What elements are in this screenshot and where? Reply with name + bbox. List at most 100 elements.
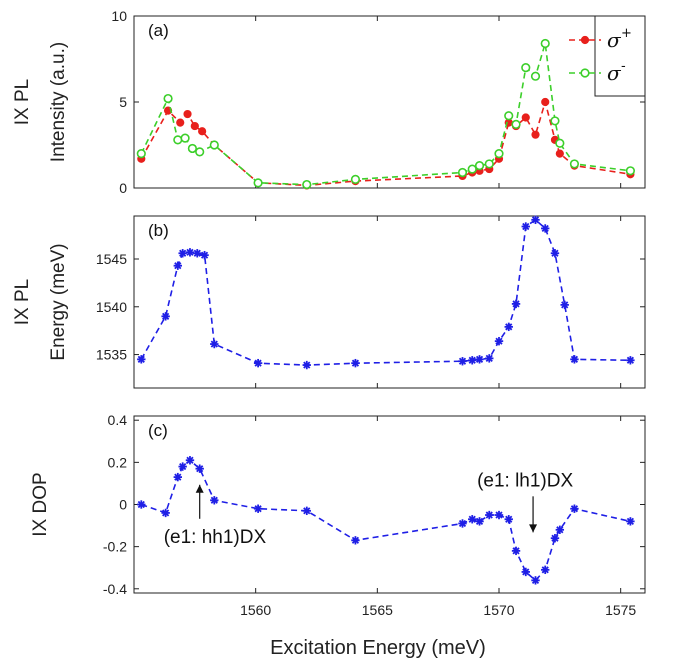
data-point-a-1	[180, 133, 190, 143]
plot-frame-c	[133, 415, 646, 594]
data-point-a-0	[183, 109, 192, 119]
data-point-b-0	[511, 299, 521, 309]
data-point-b-0	[570, 355, 579, 364]
data-point-a-0	[176, 118, 185, 127]
data-point-a-1	[457, 167, 468, 178]
data-point-a-0	[555, 149, 564, 158]
legend-swatch-marker	[580, 68, 590, 78]
y-tick-label-c: 0.2	[108, 454, 128, 470]
data-point-c-0	[485, 510, 494, 520]
annotation-1: (e1: lh1)DX	[477, 470, 573, 533]
data-point-c-0	[173, 472, 182, 482]
data-point-c-0	[570, 504, 579, 513]
annotation-0: (e1: hh1)DX	[164, 484, 267, 548]
legend-label: σ	[607, 28, 622, 52]
data-point-c-0	[550, 534, 560, 543]
panel-b: 1535 1540 1545 IX PL Energy (meV) (b)	[12, 215, 646, 389]
data-point-c-0	[504, 515, 513, 524]
panel-label-b: (b)	[148, 221, 169, 240]
data-point-b-0	[485, 354, 494, 363]
data-point-b-0	[173, 261, 182, 270]
data-point-b-0	[200, 250, 209, 260]
annotation-arrowhead	[529, 524, 538, 533]
data-point-b-0	[550, 249, 560, 258]
data-point-b-0	[161, 312, 170, 321]
data-point-a-1	[550, 116, 560, 126]
data-point-a-1	[555, 138, 565, 148]
y-tick-label-c: 0.4	[108, 412, 128, 428]
y-axis-title-c: IX DOP	[30, 472, 51, 536]
y-tick-label-b: 1535	[96, 347, 127, 363]
data-point-a-1	[540, 38, 550, 49]
data-point-b-0	[541, 224, 550, 233]
data-point-a-1	[195, 147, 205, 157]
y-tick-label-c: -0.4	[103, 581, 127, 597]
panel-label-c: (c)	[148, 421, 168, 440]
data-point-a-1	[569, 159, 580, 169]
data-point-c-0	[302, 506, 311, 516]
x-tick-label: 1575	[605, 602, 636, 618]
panel-c: -0.4 -0.2 0 0.2 0.4 1560 1565 1570 1575 IX DOP (c)…	[30, 412, 646, 618]
data-point-b-0	[185, 248, 195, 257]
data-point-a-1	[484, 159, 494, 169]
x-tick-label: 1565	[362, 602, 393, 618]
plot-frame-b	[133, 215, 646, 389]
data-point-a-1	[494, 149, 504, 159]
x-axis-title: Excitation Energy (meV)	[270, 637, 486, 659]
data-point-b-0	[560, 300, 569, 310]
annotation-label: (e1: hh1)DX	[164, 527, 267, 548]
data-point-b-0	[210, 339, 219, 349]
data-point-b-0	[178, 249, 187, 258]
data-point-a-0	[521, 113, 530, 122]
data-point-b-0	[193, 249, 202, 258]
data-point-c-0	[541, 565, 550, 575]
y-tick-label-b: 1545	[96, 251, 127, 267]
data-point-b-0	[302, 360, 311, 370]
data-point-b-0	[521, 222, 530, 231]
data-point-a-1	[625, 166, 636, 176]
data-point-b-0	[253, 358, 263, 368]
panel-label-a: (a)	[148, 21, 169, 40]
legend-label: σ	[607, 61, 622, 85]
legend-a: σ +σ -	[569, 15, 646, 97]
data-point-c-0	[195, 464, 204, 473]
data-point-c-0	[210, 496, 219, 505]
data-point-c-0	[468, 515, 477, 524]
data-point-b-0	[475, 355, 484, 364]
data-point-c-0	[511, 546, 521, 556]
data-point-a-1	[350, 174, 361, 184]
y-tick-label-c: 0	[119, 497, 127, 513]
data-point-c-0	[161, 508, 170, 518]
data-point-b-0	[531, 215, 540, 225]
y-axis-title-a: Intensity (a.u.)	[48, 42, 69, 162]
data-point-a-0	[190, 121, 199, 131]
y-axis-title-b: Energy (meV)	[48, 243, 69, 360]
plot-frame-a	[133, 15, 646, 189]
y-tick-label-a: 0	[119, 180, 127, 196]
data-point-c-0	[626, 517, 635, 526]
x-tick-label: 1570	[483, 602, 514, 618]
data-point-a-0	[198, 127, 207, 136]
data-point-b-0	[494, 336, 504, 346]
legend-swatch-marker	[580, 35, 590, 45]
annotation-arrowhead	[195, 484, 204, 493]
y-tick-label-a: 5	[119, 94, 127, 110]
data-point-a-1	[136, 149, 146, 159]
annotation-label: (e1: lh1)DX	[477, 470, 573, 491]
data-point-a-1	[253, 178, 263, 188]
data-point-a-1	[467, 164, 477, 174]
data-point-c-0	[351, 536, 360, 545]
data-point-c-0	[555, 525, 565, 534]
data-point-c-0	[178, 462, 187, 471]
series-line-a-1	[140, 43, 631, 186]
data-point-a-1	[530, 71, 541, 81]
y-axis-title-b: IX PL	[12, 279, 33, 325]
data-point-a-1	[163, 93, 173, 104]
data-point-c-0	[185, 456, 195, 465]
data-point-b-0	[458, 357, 467, 366]
data-point-a-1	[521, 62, 531, 73]
data-point-b-0	[351, 358, 360, 368]
data-point-c-0	[475, 517, 484, 526]
